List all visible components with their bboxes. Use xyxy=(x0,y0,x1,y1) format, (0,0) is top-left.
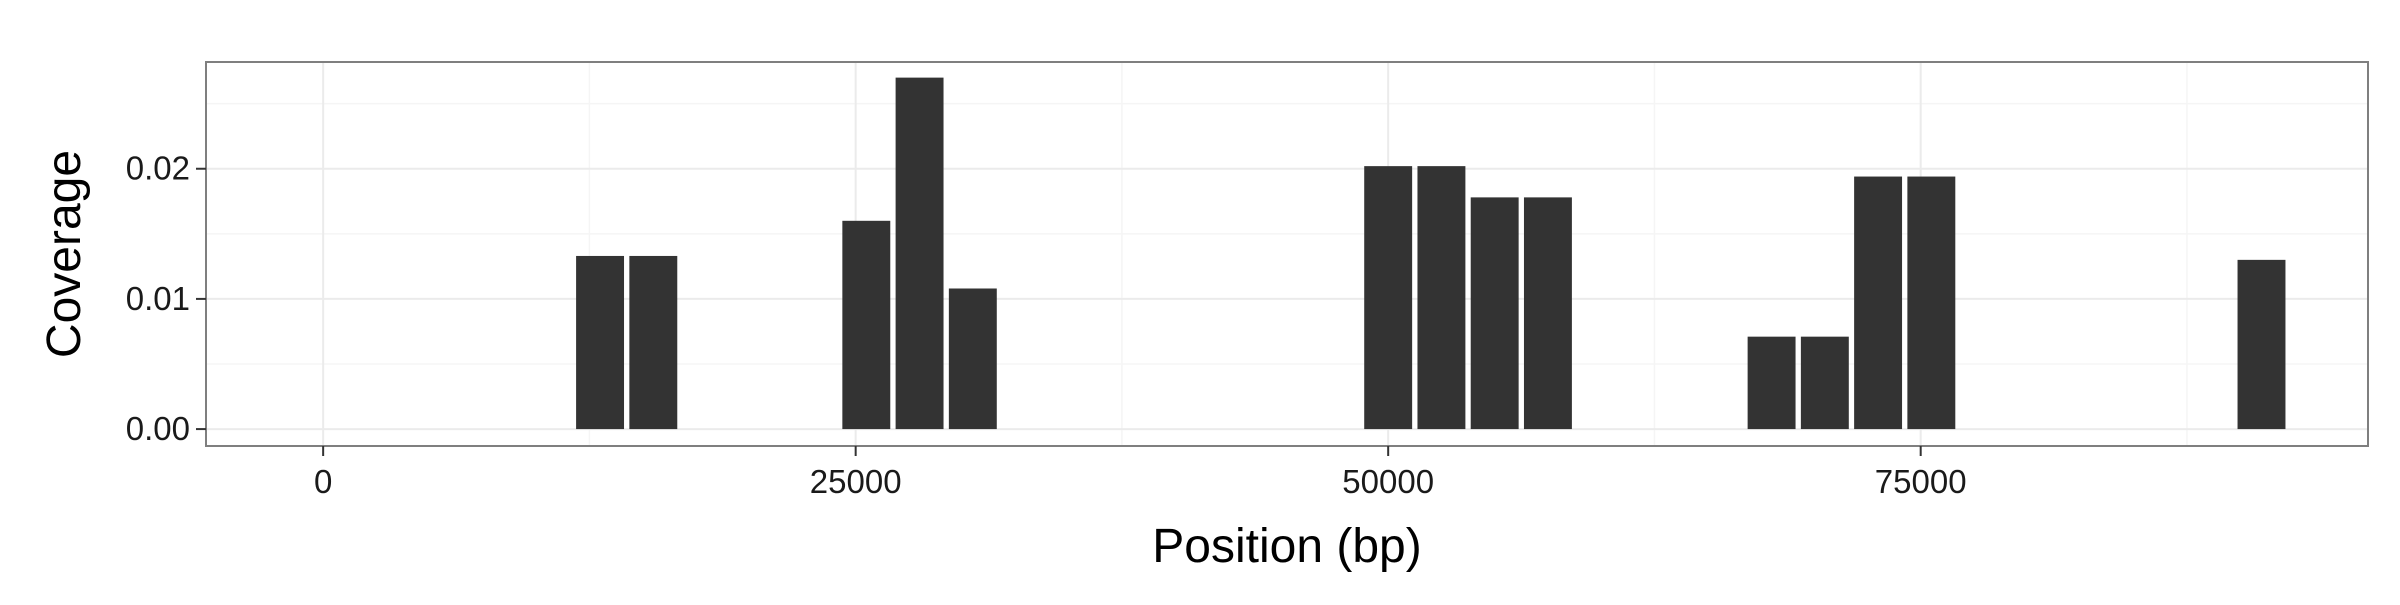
bar xyxy=(1854,176,1903,430)
bars-group xyxy=(576,77,2286,430)
y-tick-label: 0.00 xyxy=(126,410,190,447)
grid-major-lines xyxy=(206,62,2368,446)
y-axis-title: Coverage xyxy=(38,150,91,358)
bar xyxy=(895,77,944,430)
y-tick-label: 0.02 xyxy=(126,150,190,187)
x-tick-label: 25000 xyxy=(810,463,902,500)
bar xyxy=(1800,336,1849,430)
bar xyxy=(2237,259,2286,430)
x-tick-label: 75000 xyxy=(1875,463,1967,500)
grid-minor-lines xyxy=(206,62,2368,446)
x-axis-title: Position (bp) xyxy=(1152,520,1421,573)
bar xyxy=(1417,166,1466,430)
bar xyxy=(576,255,625,430)
bar xyxy=(1470,197,1519,430)
y-axis-ticks: 0.00 0.01 0.02 xyxy=(126,150,206,447)
bar xyxy=(1523,197,1572,430)
bar xyxy=(948,288,997,430)
bar xyxy=(629,255,678,430)
x-tick-label: 0 xyxy=(314,463,332,500)
bar xyxy=(842,220,891,430)
bar xyxy=(1747,336,1796,430)
bar xyxy=(1364,166,1413,430)
y-tick-label: 0.01 xyxy=(126,280,190,317)
panel-background xyxy=(206,62,2368,446)
x-axis-ticks: 0 25000 50000 75000 xyxy=(314,446,1967,500)
x-tick-label: 50000 xyxy=(1342,463,1434,500)
panel-border xyxy=(205,61,2369,447)
bar xyxy=(1907,176,1956,430)
